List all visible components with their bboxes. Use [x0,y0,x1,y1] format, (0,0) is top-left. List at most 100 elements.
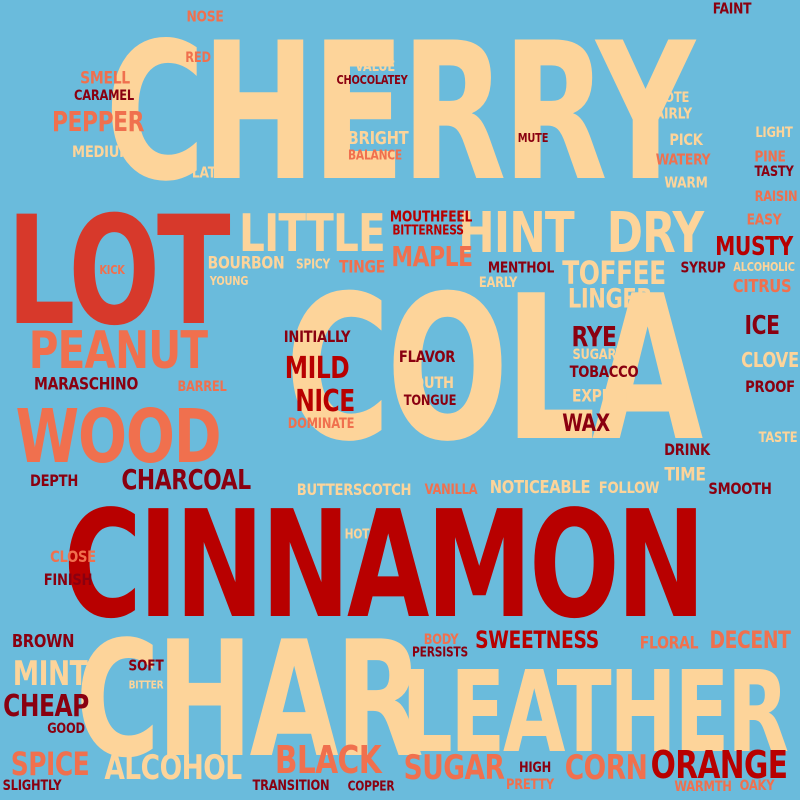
word-faint: FAINT [712,0,752,18]
word-noticeable: NOTICEABLE [489,477,591,498]
word-nice: NICE [295,384,355,419]
word-tongue: TONGUE [403,393,457,409]
word-taste: TASTE [758,430,798,446]
word-watery: WATERY [655,150,711,169]
word-smell: SMELL [80,68,130,89]
word-kick: KICK [99,263,125,277]
word-warm: WARM [664,173,708,192]
word-syrup: SYRUP [680,258,726,277]
word-corn: CORN [564,748,648,788]
word-initially: INITIALLY [283,327,351,346]
word-pepper: PEPPER [51,105,145,138]
word-drink: DRINK [664,440,710,459]
word-barrel: BARREL [177,379,227,395]
word-toffee: TOFFEE [562,254,666,292]
word-flavor: FLAVOR [398,347,456,366]
word-bourbon: BOURBON [207,253,285,274]
word-menthol: MENTHOL [487,258,555,277]
word-little: LITTLE [239,204,386,264]
word-cinnamon: CINNAMON [63,479,706,651]
word-hot: HOT [344,527,370,543]
word-transition: TRANSITION [252,778,330,794]
word-maple: MAPLE [391,240,473,273]
word-medium: MEDIUM [72,142,132,161]
word-charcoal: CHARCOAL [121,463,251,496]
word-warmth: WARMTH [674,779,732,795]
word-cherry: CHERRY [105,2,695,223]
word-nose: NOSE [186,7,224,26]
word-linger: LINGER [567,283,653,315]
word-orange: ORANGE [650,743,788,787]
word-persists: PERSISTS [412,645,468,661]
word-note: NOTE [654,90,690,106]
word-citrus: CITRUS [732,276,792,297]
word-cheap: CHEAP [3,689,89,724]
word-tasty: TASTY [754,164,794,180]
word-mild: MILD [284,351,350,386]
word-sweetness: SWEETNESS [475,626,599,654]
word-sugar: SUGAR [403,748,505,788]
word-brown: BROWN [11,631,75,652]
word-vanilla: VANILLA [424,482,478,498]
word-dry: DRY [606,201,704,266]
word-dominate: DOMINATE [287,416,355,432]
word-copper: COPPER [347,779,395,795]
word-raisin: RAISIN [754,189,798,205]
word-hint: HINT [458,201,575,266]
word-char: CHAR [75,606,423,793]
word-peanut: PEANUT [28,321,208,381]
word-clove: CLOVE [741,348,799,372]
word-expect: EXPECT [571,386,631,407]
word-musty: MUSTY [715,232,793,262]
word-smooth: SMOOTH [708,479,772,498]
word-sugary: SUGARY [572,347,624,363]
word-tinge: TINGE [339,257,385,278]
word-floral: FLORAL [639,633,699,654]
word-fairly: FAIRLY [648,104,692,123]
word-bit: BIT [517,102,539,118]
word-lot: LOT [6,185,231,359]
word-depth: DEPTH [29,471,79,490]
word-proof: PROOF [745,377,795,396]
word-alcohol: ALCOHOL [104,748,242,788]
word-spice: SPICE [10,745,90,783]
word-wax: WAX [562,409,610,437]
word-young: YOUNG [209,274,249,288]
word-oaky: OAKY [739,778,775,794]
word-spicy: SPICY [296,257,330,273]
word-pretty: PRETTY [506,777,554,793]
word-mute: MUTE [517,131,549,145]
word-value: VALUE [355,59,395,75]
word-leather: LEATHER [401,648,789,778]
word-maraschino: MARASCHINO [33,374,139,395]
word-cola: COLA [284,253,703,486]
word-early: EARLY [478,275,518,291]
word-follow: FOLLOW [598,478,660,497]
word-late: LATE [191,163,225,182]
word-bright: BRIGHT [347,128,409,149]
word-butterscotch: BUTTERSCOTCH [296,480,412,499]
word-body: BODY [423,632,459,648]
word-ice: ICE [744,311,780,341]
word-tobacco: TOBACCO [569,362,639,381]
word-bitterness: BITTERNESS [392,223,464,239]
word-finish: FINISH [43,570,93,589]
word-light: LIGHT [755,125,793,141]
word-wood: WOOD [15,394,221,480]
word-black: BLACK [274,738,382,782]
word-rye: RYE [571,320,617,353]
word-mint: MINT [12,654,88,694]
word-mouth: MOUTH [400,373,454,392]
word-time: TIME [664,463,706,486]
word-balance: BALANCE [348,148,402,164]
word-bitter: BITTER [128,678,164,692]
word-good: GOOD [47,721,85,737]
word-chocolatey: CHOCOLATEY [336,73,408,87]
word-easy: EASY [746,210,782,229]
word-soft: SOFT [128,656,164,675]
word-mouthfeel: MOUTHFEEL [389,207,473,226]
word-red: RED [185,50,211,66]
word-caramel: CARAMEL [73,88,135,104]
word-pick: PICK [669,130,703,149]
